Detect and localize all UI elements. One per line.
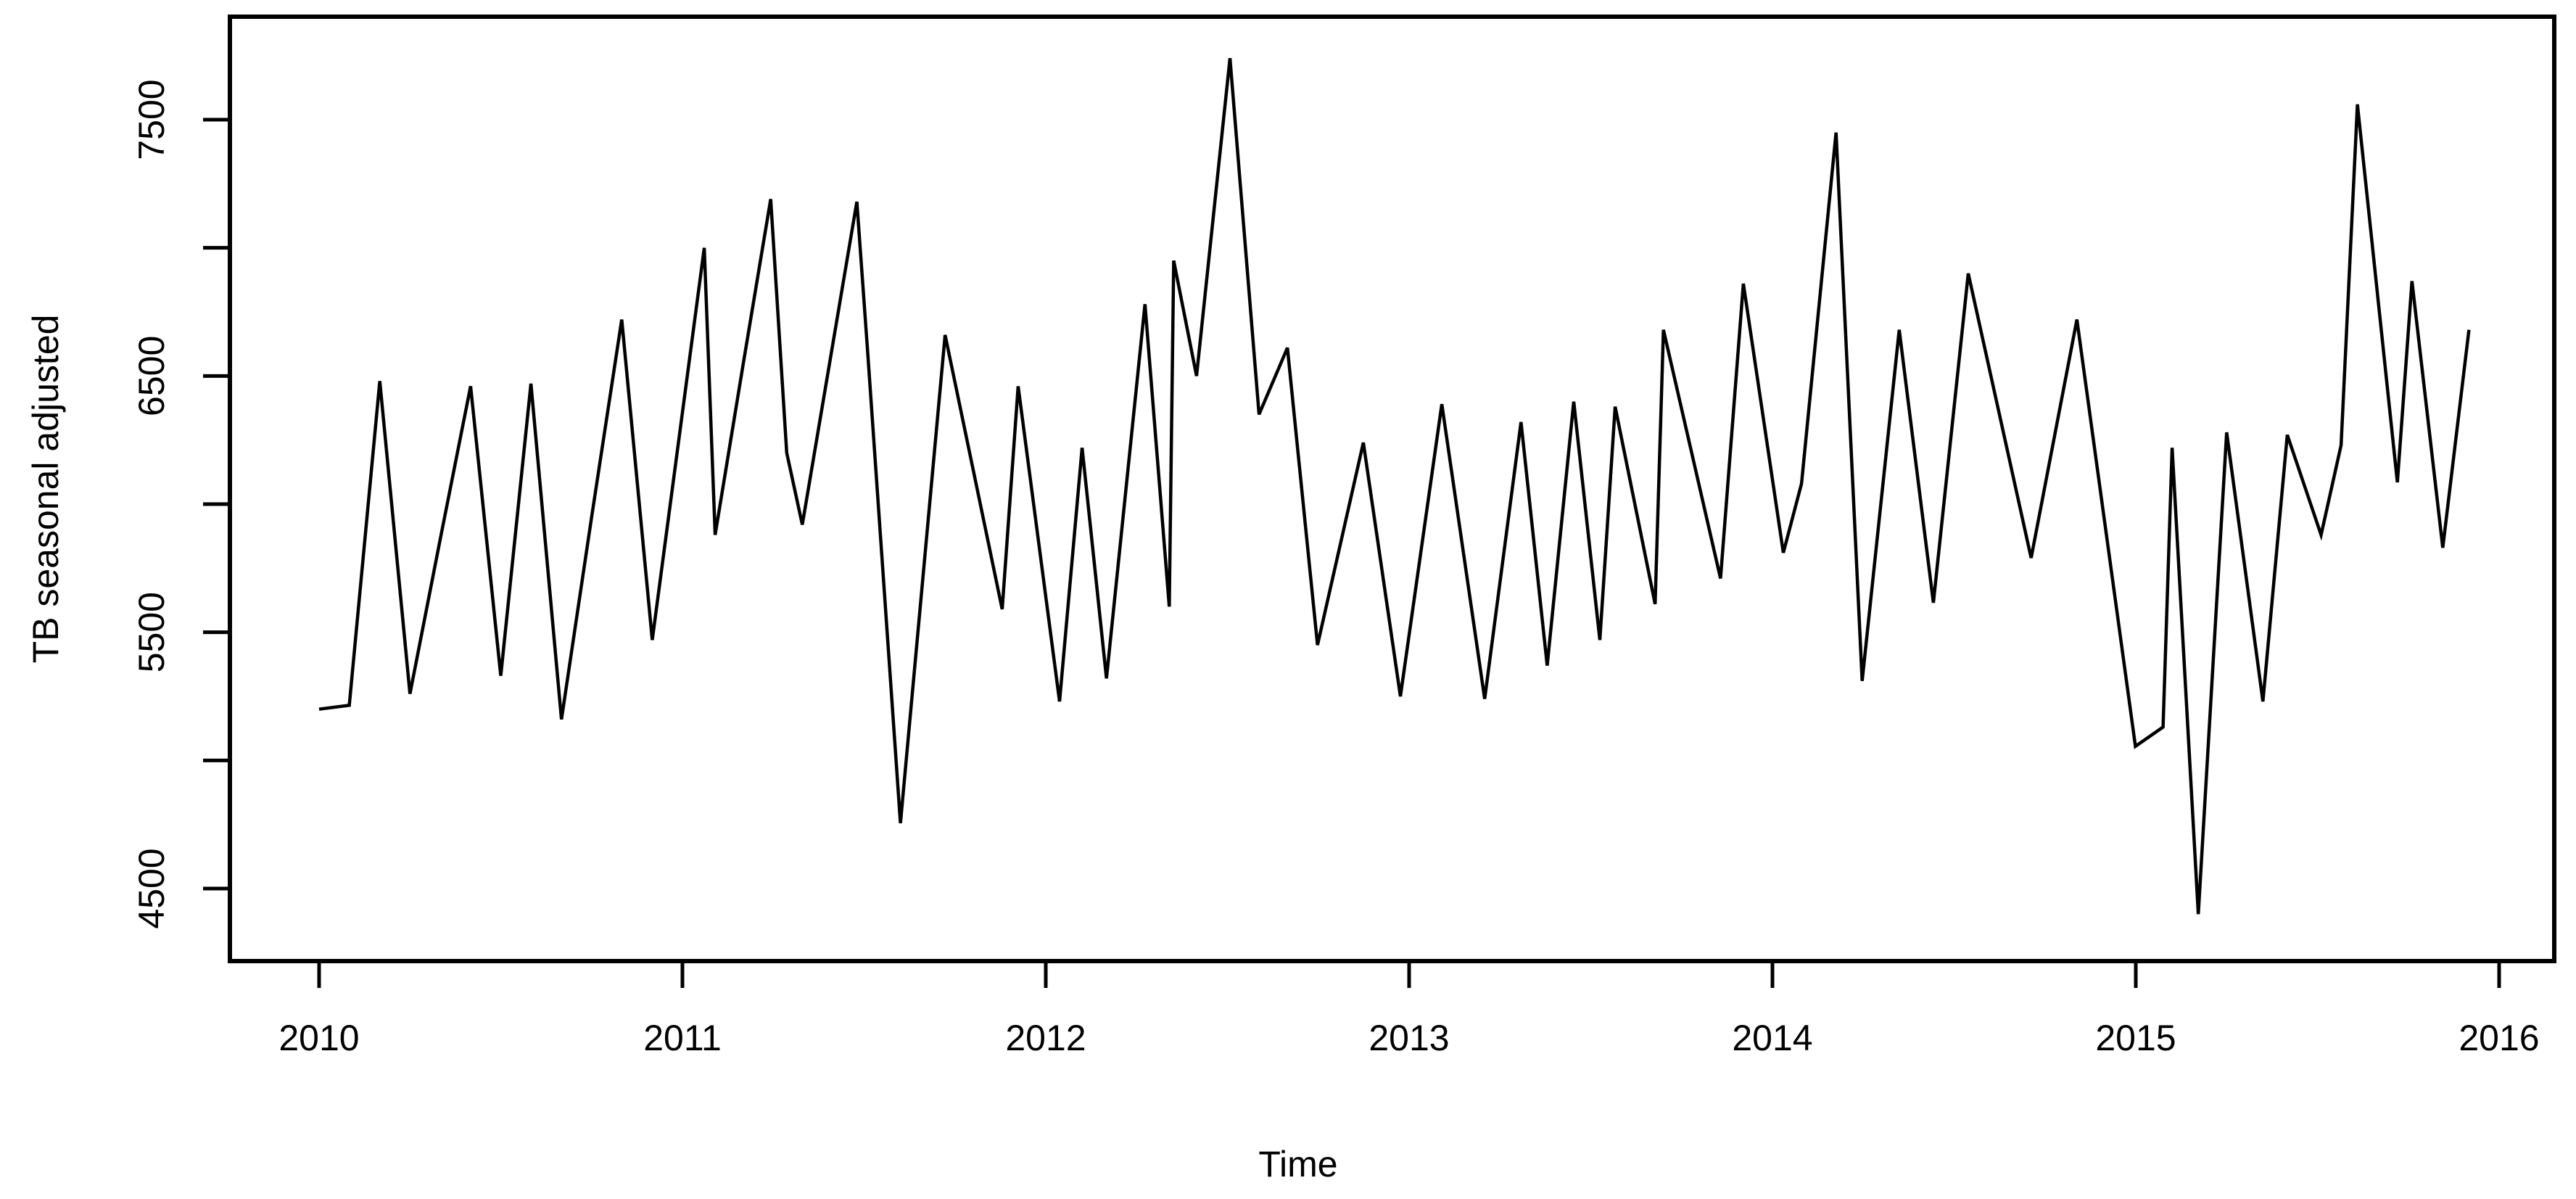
plot-frame xyxy=(228,15,2556,963)
x-tick-label: 2016 xyxy=(2459,1018,2539,1058)
x-tick-label: 2013 xyxy=(1368,1018,1449,1058)
data-line xyxy=(318,57,2471,915)
y-axis-title: TB seasonal adjusted xyxy=(25,315,66,664)
x-tick-label: 2015 xyxy=(2095,1018,2176,1058)
y-tick-label: 5500 xyxy=(131,592,172,672)
x-tick-label: 2014 xyxy=(1732,1018,1812,1058)
x-tick-label: 2010 xyxy=(278,1018,359,1058)
y-tick-label: 4500 xyxy=(131,848,172,928)
y-tick-label: 7500 xyxy=(131,79,172,160)
x-axis-title: Time xyxy=(1258,1144,1337,1184)
x-tick-label: 2011 xyxy=(643,1018,722,1058)
plot-area: 2010 2011 2012 2013 2014 2015 2016 4500 5500 6500… xyxy=(131,15,2556,1058)
x-tick-label: 2012 xyxy=(1005,1018,1086,1058)
y-tick-label: 6500 xyxy=(131,336,172,416)
